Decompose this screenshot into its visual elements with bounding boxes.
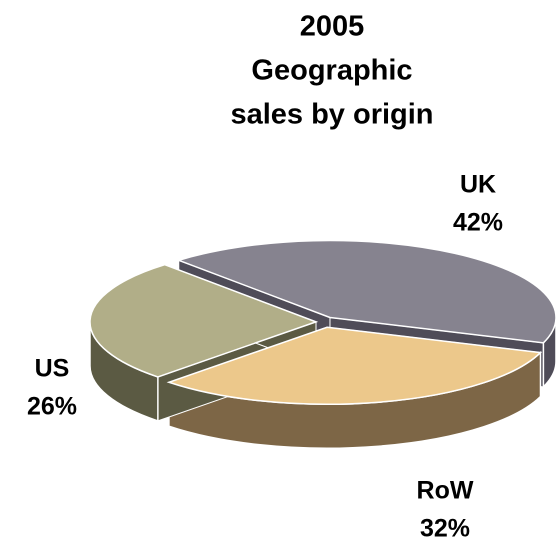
slice xyxy=(89,263,319,378)
slice-value-label: 26% xyxy=(27,393,77,421)
chart-title: 2005 xyxy=(300,11,365,43)
slice xyxy=(166,326,543,405)
slice-value-label: 42% xyxy=(453,209,503,237)
slice-value-label: 32% xyxy=(420,515,470,543)
slice-label: US xyxy=(35,355,70,383)
slice-label: UK xyxy=(460,171,496,199)
chart-title: Geographic xyxy=(251,55,412,87)
chart-title: sales by origin xyxy=(230,99,433,131)
slice-tops xyxy=(89,239,556,405)
slice-label: RoW xyxy=(417,477,474,505)
